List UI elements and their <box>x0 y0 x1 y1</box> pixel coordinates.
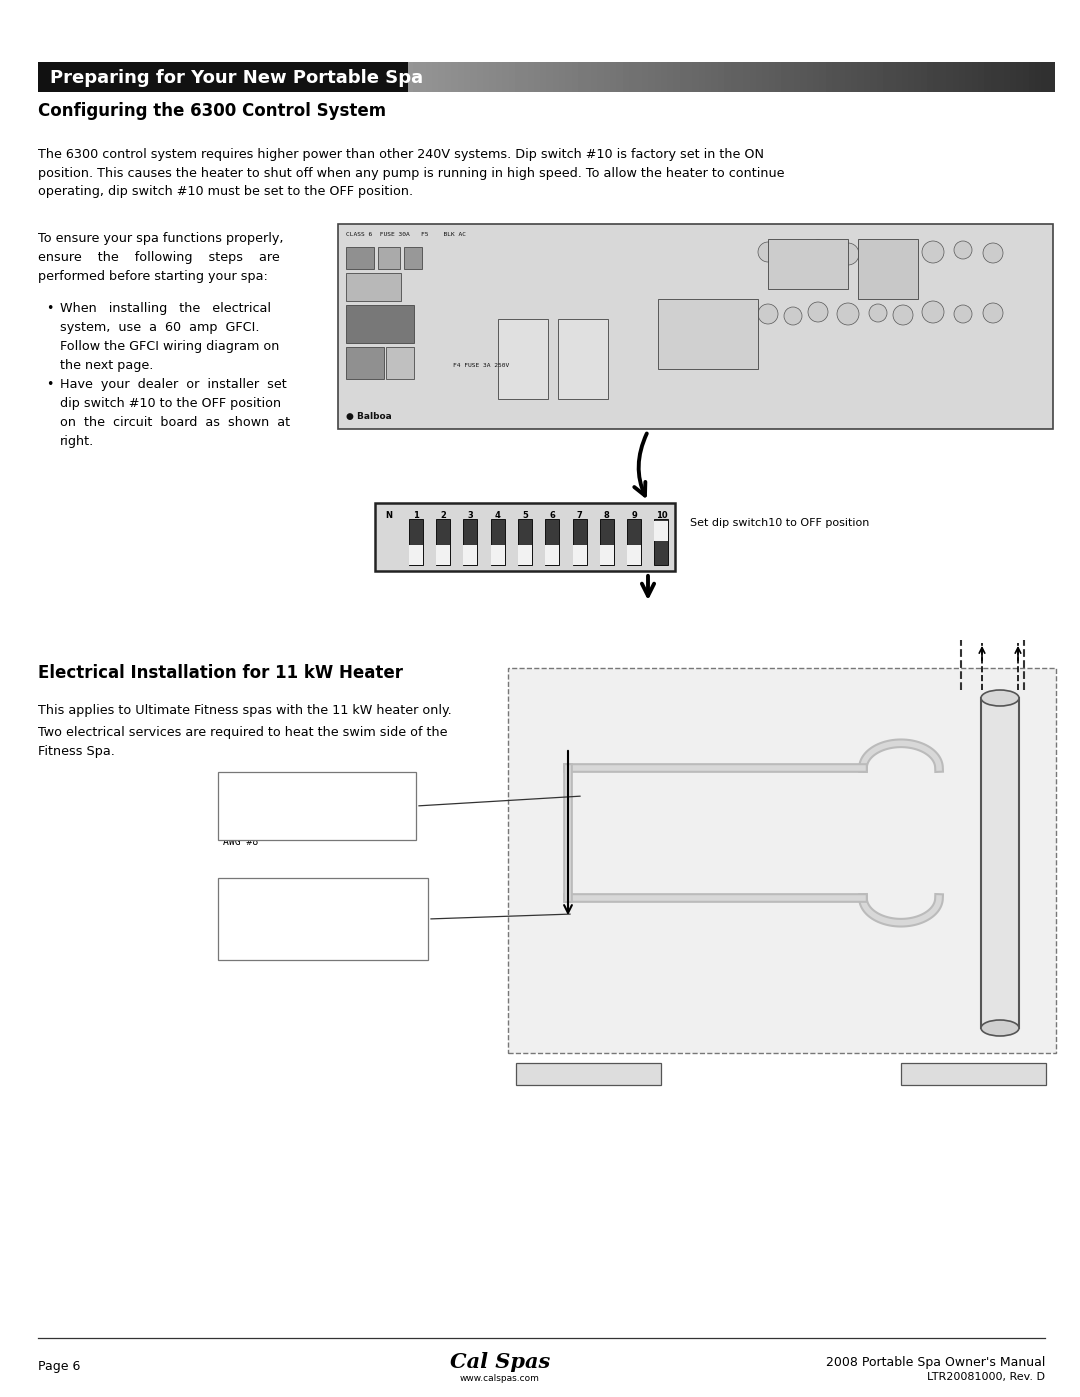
Text: F4 FUSE 3A 250V: F4 FUSE 3A 250V <box>453 363 510 367</box>
Text: Set dip switch10 to OFF position: Set dip switch10 to OFF position <box>690 518 869 528</box>
Bar <box>981 698 1020 1028</box>
Bar <box>545 520 559 564</box>
Circle shape <box>758 305 778 324</box>
Text: 1: 1 <box>413 511 419 520</box>
Circle shape <box>837 303 859 326</box>
Bar <box>518 520 532 564</box>
Bar <box>436 520 450 564</box>
Circle shape <box>869 305 887 321</box>
Text: 6: 6 <box>550 511 555 520</box>
Bar <box>498 319 548 400</box>
Bar <box>545 545 559 564</box>
Bar <box>627 545 642 564</box>
Text: N: N <box>386 511 392 520</box>
Circle shape <box>922 242 944 263</box>
Text: SOURCE #1
INPUT POWER 60 AMPS
4 WIRES
HOT, HOT, NEUTRAL GROUND
AWG #8: SOURCE #1 INPUT POWER 60 AMPS 4 WIRES HO… <box>222 886 364 953</box>
Bar <box>346 272 401 300</box>
Bar <box>490 520 504 564</box>
Circle shape <box>893 244 913 264</box>
Text: ● Balboa: ● Balboa <box>346 412 392 420</box>
Bar <box>386 346 414 379</box>
Bar <box>768 239 848 289</box>
Text: 4: 4 <box>495 511 501 520</box>
Text: Have  your  dealer  or  installer  set
dip switch #10 to the OFF position
on  th: Have your dealer or installer set dip sw… <box>60 379 291 448</box>
Circle shape <box>922 300 944 323</box>
Text: 5.5 KW H IN: 5.5 KW H IN <box>907 1067 975 1077</box>
Ellipse shape <box>981 1020 1020 1037</box>
Text: Configuring the 6300 Control System: Configuring the 6300 Control System <box>38 102 387 120</box>
Bar <box>518 545 532 564</box>
Bar <box>654 520 669 564</box>
Circle shape <box>893 305 913 326</box>
Bar <box>658 299 758 369</box>
Bar <box>436 545 450 564</box>
Text: Preparing for Your New Portable Spa: Preparing for Your New Portable Spa <box>50 68 423 87</box>
Bar <box>378 247 400 270</box>
Text: 2: 2 <box>441 511 446 520</box>
Circle shape <box>983 243 1003 263</box>
Circle shape <box>837 243 859 265</box>
Bar <box>409 520 423 564</box>
Text: To ensure your spa functions properly,
ensure    the    following    steps    ar: To ensure your spa functions properly, e… <box>38 232 283 284</box>
Text: Cal Spas: Cal Spas <box>450 1352 550 1372</box>
Text: •: • <box>46 379 53 391</box>
Text: This applies to Ultimate Fitness spas with the 11 kW heater only.: This applies to Ultimate Fitness spas wi… <box>38 704 451 717</box>
Bar <box>516 1063 661 1085</box>
Text: 2008 Portable Spa Owner's Manual: 2008 Portable Spa Owner's Manual <box>825 1356 1045 1369</box>
Text: Page 6: Page 6 <box>38 1361 80 1373</box>
Text: 7: 7 <box>577 511 582 520</box>
Circle shape <box>784 244 802 263</box>
Text: SOURCE #2
INPUT POWER 30AMPS
3 WIRES
HOT, HOT, GROUND
AWG #8: SOURCE #2 INPUT POWER 30AMPS 3 WIRES HOT… <box>222 780 328 847</box>
Bar <box>218 773 416 840</box>
Bar <box>654 521 669 541</box>
Circle shape <box>983 303 1003 323</box>
Bar <box>599 545 613 564</box>
Text: www.calspas.com: www.calspas.com <box>460 1375 540 1383</box>
Bar <box>404 247 422 270</box>
Bar <box>218 877 428 960</box>
Circle shape <box>808 240 828 260</box>
Bar <box>463 545 477 564</box>
Bar <box>346 247 374 270</box>
Text: When   installing   the   electrical
system,  use  a  60  amp  GFCI.
Follow the : When installing the electrical system, u… <box>60 302 280 372</box>
Text: Two electrical services are required to heat the swim side of the
Fitness Spa.: Two electrical services are required to … <box>38 726 447 757</box>
Text: 3: 3 <box>468 511 473 520</box>
Bar <box>572 545 586 564</box>
Circle shape <box>784 307 802 326</box>
Text: •: • <box>46 302 53 314</box>
Bar <box>346 305 414 344</box>
Circle shape <box>869 242 887 260</box>
Text: 10: 10 <box>656 511 667 520</box>
Bar <box>409 545 423 564</box>
Bar <box>338 224 1053 429</box>
Bar <box>858 239 918 299</box>
Text: 9: 9 <box>631 511 637 520</box>
Bar <box>599 520 613 564</box>
Text: 8: 8 <box>604 511 610 520</box>
Bar <box>38 61 408 92</box>
Bar <box>627 520 642 564</box>
Circle shape <box>808 302 828 321</box>
Bar <box>346 346 384 379</box>
Text: 5.5 KW H OUT: 5.5 KW H OUT <box>522 1067 597 1077</box>
Text: The 6300 control system requires higher power than other 240V systems. Dip switc: The 6300 control system requires higher … <box>38 148 784 198</box>
Bar <box>901 1063 1047 1085</box>
Circle shape <box>954 305 972 323</box>
Circle shape <box>758 242 778 263</box>
Bar <box>490 545 504 564</box>
Text: 5: 5 <box>522 511 528 520</box>
Text: LTR20081000, Rev. D: LTR20081000, Rev. D <box>927 1372 1045 1382</box>
Bar <box>558 319 608 400</box>
Bar <box>572 520 586 564</box>
Circle shape <box>954 242 972 258</box>
Bar <box>375 503 675 571</box>
Text: CLASS 6  FUSE 30A   F5    BLK AC: CLASS 6 FUSE 30A F5 BLK AC <box>346 232 465 237</box>
Bar <box>463 520 477 564</box>
Text: Electrical Installation for 11 kW Heater: Electrical Installation for 11 kW Heater <box>38 664 403 682</box>
Ellipse shape <box>981 690 1020 705</box>
Bar <box>508 668 1056 1053</box>
